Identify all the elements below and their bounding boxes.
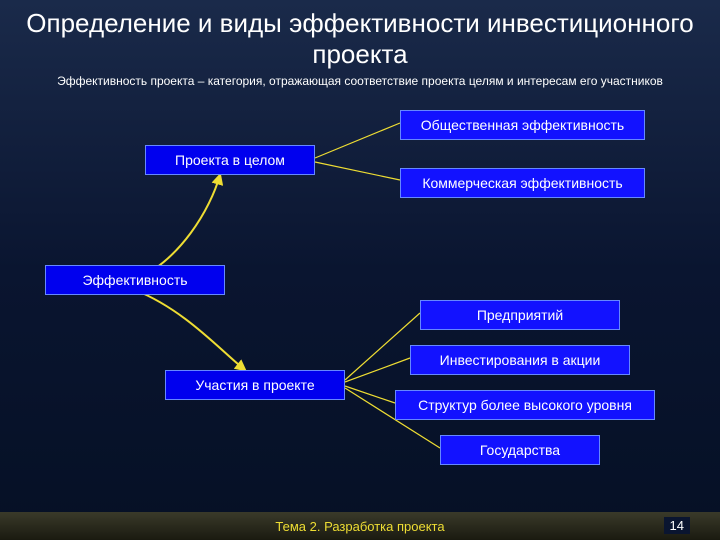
straight-edge-4 [345,386,395,403]
diagram-canvas: Эффективность Проекта в целом Участия в пр… [0,90,720,490]
page-subtitle: Эффективность проекта – категория, отраж… [0,74,720,90]
footer-bar: Тема 2. Разработка проекта [0,512,720,540]
page-title: Определение и виды эффективности инвести… [0,0,720,74]
curved-edge-1 [135,290,245,370]
page-number: 14 [664,517,690,534]
node-u1: Общественная эффективность [400,110,645,140]
node-l1: Предприятий [420,300,620,330]
node-u2: Коммерческая эффективность [400,168,645,198]
node-l2: Инвестирования в акции [410,345,630,375]
node-root: Эффективность [45,265,225,295]
straight-edge-2 [345,313,420,380]
straight-edge-3 [345,358,410,382]
straight-edge-0 [315,123,400,158]
straight-edge-1 [315,162,400,180]
node-l4: Государства [440,435,600,465]
node-l3: Структур более высокого уровня [395,390,655,420]
node-lower: Участия в проекте [165,370,345,400]
footer-text: Тема 2. Разработка проекта [275,519,444,534]
node-upper: Проекта в целом [145,145,315,175]
